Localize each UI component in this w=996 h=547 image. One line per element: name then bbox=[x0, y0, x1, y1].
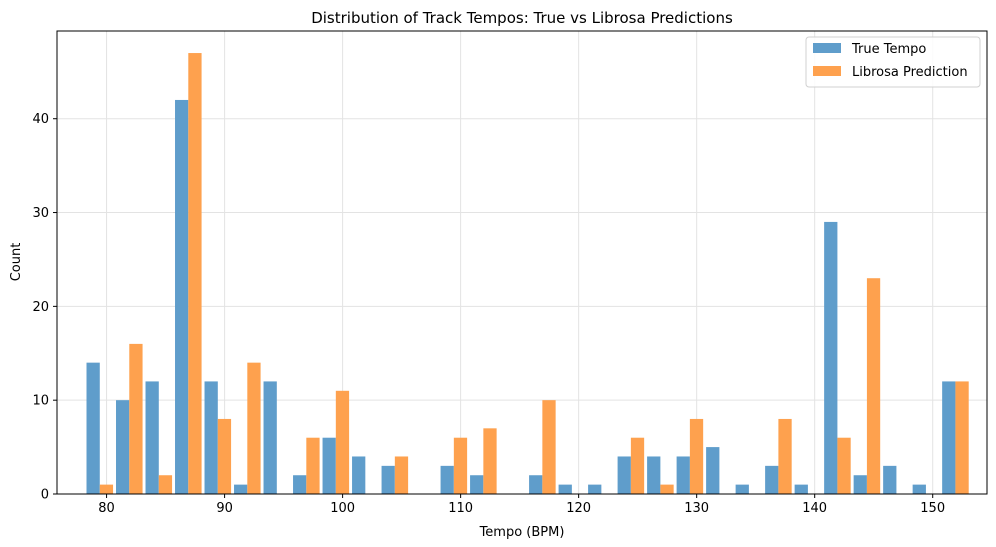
bar-true-tempo bbox=[676, 456, 690, 494]
bar-librosa-prediction bbox=[158, 475, 173, 494]
bar-librosa-prediction bbox=[453, 437, 468, 494]
bar-librosa-prediction bbox=[394, 456, 409, 494]
bar-librosa-prediction bbox=[542, 400, 556, 494]
plot-frame bbox=[56, 30, 988, 495]
bar-true-tempo bbox=[352, 456, 366, 494]
bar-librosa-prediction bbox=[335, 390, 350, 494]
bar-true-tempo bbox=[617, 456, 631, 494]
x-tick-label: 140 bbox=[802, 501, 827, 516]
bar-librosa-prediction bbox=[217, 418, 232, 494]
bar-librosa-prediction bbox=[866, 278, 881, 494]
legend: True Tempo Librosa Prediction bbox=[805, 36, 981, 88]
bar-true-tempo bbox=[116, 400, 130, 494]
bar-librosa-prediction bbox=[689, 418, 704, 494]
x-tick-label: 90 bbox=[216, 501, 233, 516]
bar-true-tempo bbox=[381, 465, 395, 494]
x-tick-label: 150 bbox=[920, 501, 945, 516]
bar-true-tempo bbox=[794, 484, 808, 494]
bar-true-tempo bbox=[942, 381, 956, 494]
bar-true-tempo bbox=[765, 465, 779, 494]
y-ticks: 0 10 20 30 40 bbox=[32, 112, 57, 503]
bar-true-tempo bbox=[912, 484, 926, 494]
y-axis-label: Count bbox=[9, 243, 24, 282]
legend-label-librosa-prediction: Librosa Prediction bbox=[852, 65, 968, 80]
legend-swatch-true-tempo bbox=[813, 43, 841, 53]
bars bbox=[86, 53, 969, 495]
bar-librosa-prediction bbox=[306, 437, 320, 494]
y-tick-label: 40 bbox=[32, 112, 49, 127]
x-tick-label: 120 bbox=[566, 501, 591, 516]
y-tick-label: 30 bbox=[32, 206, 49, 221]
bar-true-tempo bbox=[853, 475, 867, 494]
legend-label-true-tempo: True Tempo bbox=[851, 42, 926, 57]
x-tick-label: 110 bbox=[448, 501, 473, 516]
x-axis-label: Tempo (BPM) bbox=[479, 525, 565, 540]
bar-librosa-prediction bbox=[129, 343, 143, 494]
chart-title: Distribution of Track Tempos: True vs Li… bbox=[311, 9, 733, 27]
bar-true-tempo bbox=[263, 381, 277, 494]
bar-true-tempo bbox=[647, 456, 661, 494]
legend-swatch-librosa-prediction bbox=[813, 66, 841, 76]
bar-librosa-prediction bbox=[99, 484, 114, 494]
x-tick-label: 100 bbox=[330, 501, 355, 516]
bar-true-tempo bbox=[470, 475, 484, 494]
y-tick-label: 20 bbox=[32, 300, 49, 315]
bar-true-tempo bbox=[824, 221, 838, 494]
legend-box bbox=[805, 36, 981, 88]
bar-true-tempo bbox=[204, 381, 218, 494]
bar-true-tempo bbox=[145, 381, 159, 494]
bar-true-tempo bbox=[440, 465, 454, 494]
bar-librosa-prediction bbox=[955, 381, 969, 494]
bar-true-tempo bbox=[322, 437, 336, 494]
bar-librosa-prediction bbox=[630, 437, 645, 494]
x-tick-label: 80 bbox=[98, 501, 115, 516]
bar-true-tempo bbox=[175, 99, 189, 494]
bar-librosa-prediction bbox=[483, 428, 497, 494]
bar-librosa-prediction bbox=[188, 53, 202, 495]
bar-true-tempo bbox=[883, 465, 897, 494]
bar-true-tempo bbox=[558, 484, 572, 494]
x-tick-label: 130 bbox=[684, 501, 709, 516]
bar-true-tempo bbox=[735, 484, 749, 494]
bar-true-tempo bbox=[234, 484, 248, 494]
x-ticks: 80 90 100 110 120 130 140 150 bbox=[98, 494, 945, 516]
grid bbox=[57, 31, 987, 495]
y-tick-label: 0 bbox=[41, 488, 49, 503]
bar-librosa-prediction bbox=[778, 418, 792, 494]
bar-librosa-prediction bbox=[660, 484, 674, 494]
bar-true-tempo bbox=[588, 484, 602, 494]
y-tick-label: 10 bbox=[32, 394, 49, 409]
bar-true-tempo bbox=[706, 447, 720, 494]
bar-true-tempo bbox=[529, 475, 543, 494]
bar-librosa-prediction bbox=[837, 437, 851, 494]
bar-true-tempo bbox=[293, 475, 307, 494]
bar-librosa-prediction bbox=[247, 362, 261, 494]
bar-true-tempo bbox=[86, 362, 100, 494]
